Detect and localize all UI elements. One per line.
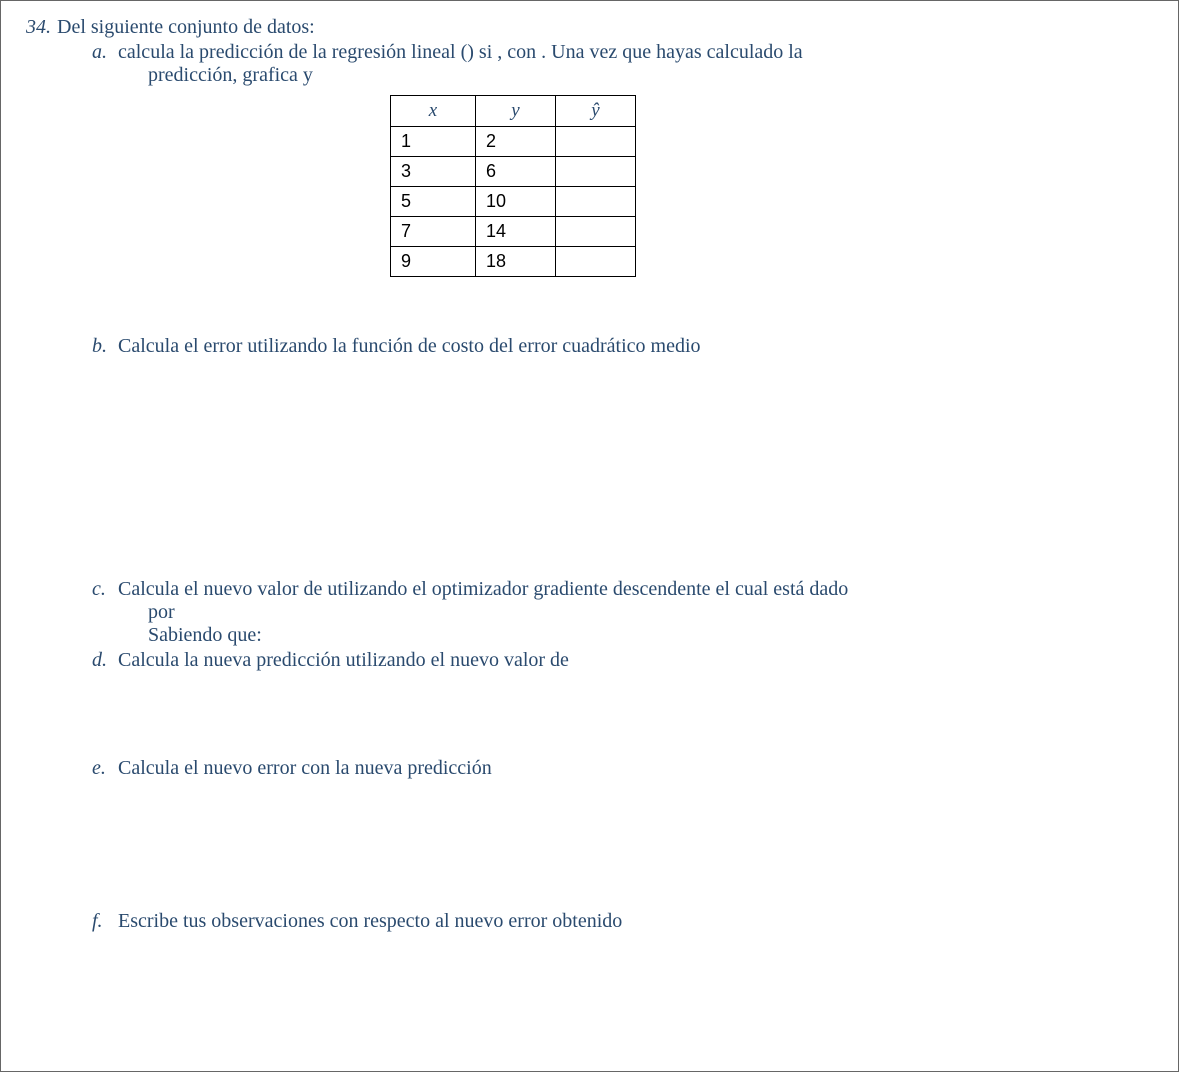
cell-x: 3: [391, 157, 476, 187]
item-c-line1: Calcula el nuevo valor de utilizando el …: [118, 578, 848, 600]
item-f: f. Escribe tus observaciones con respect…: [92, 910, 1108, 933]
item-a-line1: calcula la predicción de la regresión li…: [118, 41, 803, 63]
item-e-text: Calcula el nuevo error con la nueva pred…: [118, 757, 1108, 780]
question-34: 34. Del siguiente conjunto de datos: a. …: [16, 16, 1108, 933]
item-d-text: Calcula la nueva predicción utilizando e…: [118, 649, 1108, 672]
cell-y: 6: [476, 157, 556, 187]
table-row: 5 10: [391, 187, 636, 217]
item-c-line2: por: [148, 601, 175, 623]
table-row: 9 18: [391, 247, 636, 277]
item-c-text: Calcula el nuevo valor de utilizando el …: [118, 578, 1108, 647]
table-row: 7 14: [391, 217, 636, 247]
table-header-row: x y ŷ: [391, 96, 636, 127]
table-row: 3 6: [391, 157, 636, 187]
item-d-label: d.: [92, 649, 112, 672]
item-a-text: calcula la predicción de la regresión li…: [118, 41, 1108, 287]
item-e-label: e.: [92, 757, 112, 780]
item-b-text: Calcula el error utilizando la función d…: [118, 335, 1108, 358]
data-table: x y ŷ 1 2 3: [390, 95, 636, 277]
table-header-y: y: [476, 96, 556, 127]
question-intro: Del siguiente conjunto de datos:: [57, 16, 1108, 39]
cell-x: 9: [391, 247, 476, 277]
cell-yhat: [556, 247, 636, 277]
table-row: 1 2: [391, 127, 636, 157]
item-b-label: b.: [92, 335, 112, 358]
item-f-label: f.: [92, 910, 112, 933]
item-b: b. Calcula el error utilizando la funció…: [92, 335, 1108, 358]
cell-x: 5: [391, 187, 476, 217]
cell-yhat: [556, 157, 636, 187]
cell-y: 2: [476, 127, 556, 157]
item-c-label: c.: [92, 578, 112, 601]
table-header-x: x: [391, 96, 476, 127]
item-c-line3: Sabiendo que:: [148, 624, 262, 646]
cell-yhat: [556, 187, 636, 217]
cell-yhat: [556, 217, 636, 247]
cell-y: 10: [476, 187, 556, 217]
question-number: 34.: [16, 16, 51, 39]
data-table-wrap: x y ŷ 1 2 3: [0, 87, 1108, 277]
cell-y: 18: [476, 247, 556, 277]
question-body: Del siguiente conjunto de datos: a. calc…: [57, 16, 1108, 933]
item-a-line2: predicción, grafica y: [148, 64, 313, 86]
item-a: a. calcula la predicción de la regresión…: [92, 41, 1108, 287]
cell-x: 1: [391, 127, 476, 157]
item-e: e. Calcula el nuevo error con la nueva p…: [92, 757, 1108, 780]
table-header-yhat: ŷ: [556, 96, 636, 127]
cell-yhat: [556, 127, 636, 157]
item-d: d. Calcula la nueva predicción utilizand…: [92, 649, 1108, 672]
cell-x: 7: [391, 217, 476, 247]
cell-y: 14: [476, 217, 556, 247]
item-a-label: a.: [92, 41, 112, 64]
item-c: c. Calcula el nuevo valor de utilizando …: [92, 578, 1108, 647]
item-f-text: Escribe tus observaciones con respecto a…: [118, 910, 1108, 933]
